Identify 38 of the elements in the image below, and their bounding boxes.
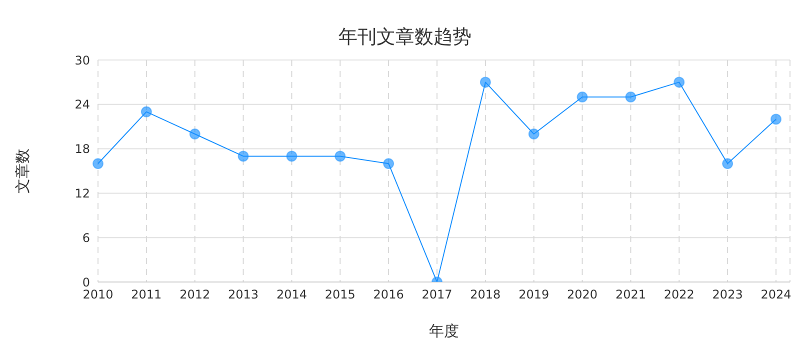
x-tick-label: 2013 bbox=[228, 288, 259, 302]
x-tick-label: 2015 bbox=[324, 288, 356, 302]
y-tick-label: 0 bbox=[82, 275, 90, 290]
x-axis-title: 年度 bbox=[429, 322, 459, 340]
x-tick-label: 2021 bbox=[615, 288, 646, 302]
x-tick-label: 2016 bbox=[373, 288, 404, 302]
x-tick-label: 2023 bbox=[712, 288, 743, 302]
x-tick-label: 2014 bbox=[276, 288, 307, 302]
point bbox=[286, 150, 298, 162]
x-tick-label: 2017 bbox=[422, 288, 452, 302]
y-tick-label: 18 bbox=[74, 142, 90, 156]
point bbox=[92, 158, 104, 170]
point bbox=[722, 158, 734, 170]
point bbox=[625, 92, 636, 102]
x-tick-label: 2020 bbox=[567, 288, 598, 302]
x-tick-label: 2012 bbox=[180, 288, 210, 302]
x-tick-label: 2022 bbox=[664, 288, 694, 302]
point bbox=[238, 150, 249, 162]
point bbox=[189, 128, 200, 140]
y-tick-label: 24 bbox=[74, 98, 90, 112]
point bbox=[576, 92, 588, 102]
point bbox=[140, 106, 152, 118]
y-tick-label: 6 bbox=[82, 230, 90, 245]
x-tick-label: 2019 bbox=[518, 288, 550, 302]
y-tick-label: 12 bbox=[74, 186, 90, 200]
y-tick-label: 30 bbox=[74, 53, 90, 68]
point bbox=[770, 114, 782, 125]
point bbox=[674, 76, 685, 88]
point bbox=[528, 128, 540, 140]
point bbox=[383, 158, 394, 170]
chart-title: 年刊文章数趋势 bbox=[338, 25, 472, 50]
y-axis-title: 文章数 bbox=[13, 148, 32, 194]
x-tick-label: 2010 bbox=[82, 288, 114, 302]
x-tick-label: 2011 bbox=[131, 288, 162, 302]
x-tick-label: 2018 bbox=[470, 288, 501, 302]
point bbox=[334, 150, 346, 162]
x-tick-label: 2024 bbox=[760, 288, 792, 302]
point bbox=[480, 76, 491, 88]
